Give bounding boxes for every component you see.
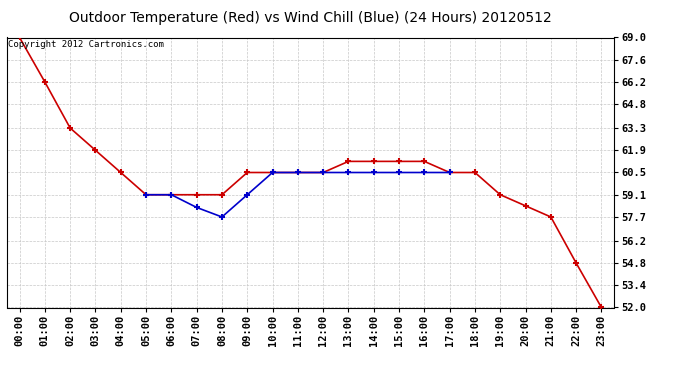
Text: Outdoor Temperature (Red) vs Wind Chill (Blue) (24 Hours) 20120512: Outdoor Temperature (Red) vs Wind Chill … bbox=[69, 11, 552, 25]
Text: Copyright 2012 Cartronics.com: Copyright 2012 Cartronics.com bbox=[8, 40, 164, 49]
